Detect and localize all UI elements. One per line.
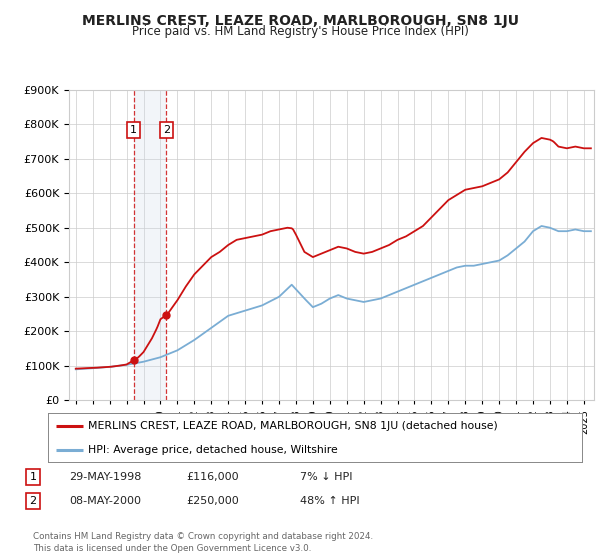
Text: Price paid vs. HM Land Registry's House Price Index (HPI): Price paid vs. HM Land Registry's House …	[131, 25, 469, 38]
Text: 2: 2	[163, 125, 170, 135]
Text: Contains HM Land Registry data © Crown copyright and database right 2024.
This d: Contains HM Land Registry data © Crown c…	[33, 532, 373, 553]
Text: MERLINS CREST, LEAZE ROAD, MARLBOROUGH, SN8 1JU (detached house): MERLINS CREST, LEAZE ROAD, MARLBOROUGH, …	[88, 421, 498, 431]
Bar	[134, 90, 166, 400]
Text: HPI: Average price, detached house, Wiltshire: HPI: Average price, detached house, Wilt…	[88, 445, 338, 455]
Text: 29-MAY-1998: 29-MAY-1998	[69, 472, 142, 482]
Text: 2: 2	[29, 496, 37, 506]
Text: £250,000: £250,000	[186, 496, 239, 506]
Text: MERLINS CREST, LEAZE ROAD, MARLBOROUGH, SN8 1JU: MERLINS CREST, LEAZE ROAD, MARLBOROUGH, …	[82, 14, 518, 28]
Text: 7% ↓ HPI: 7% ↓ HPI	[300, 472, 353, 482]
Text: 48% ↑ HPI: 48% ↑ HPI	[300, 496, 359, 506]
Text: 1: 1	[130, 125, 137, 135]
Text: £116,000: £116,000	[186, 472, 239, 482]
Text: 1: 1	[29, 472, 37, 482]
Text: 08-MAY-2000: 08-MAY-2000	[69, 496, 141, 506]
